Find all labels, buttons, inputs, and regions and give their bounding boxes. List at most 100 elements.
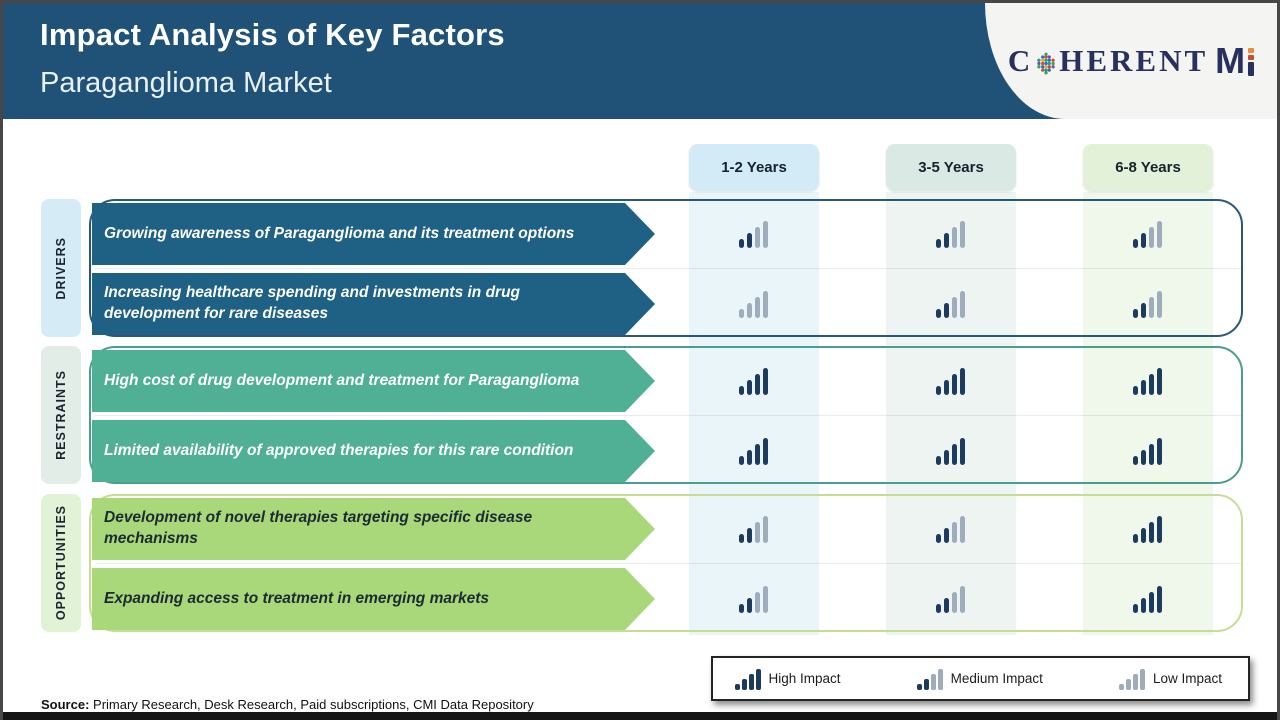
bar-dark [1149, 374, 1154, 395]
logo-text-c: C [1007, 43, 1034, 78]
bar-gray [755, 227, 760, 248]
impact-icon-medium [739, 220, 768, 248]
bar-dark [917, 683, 922, 690]
bar-dark [1133, 534, 1138, 543]
bar-dark [936, 534, 941, 543]
bar-dark [944, 233, 949, 248]
impact-icon-medium [936, 220, 965, 248]
column-band-1 [689, 192, 819, 635]
bar-dark [739, 534, 744, 543]
globe-icon [1037, 52, 1055, 75]
row-divider [95, 268, 1241, 269]
bar-dark [739, 386, 744, 395]
bar-dark [1133, 309, 1138, 318]
impact-icon-high [1133, 437, 1162, 465]
impact-icon-medium [1133, 220, 1162, 248]
column-header-label: 6-8 Years [1115, 159, 1181, 176]
bar-dark [944, 303, 949, 318]
impact-icon-low [739, 290, 768, 318]
bar-gray [952, 227, 957, 248]
bar-dark [1149, 522, 1154, 543]
bar-gray [1119, 683, 1124, 690]
legend-item-low: Low Impact [1119, 668, 1222, 690]
bar-dark [936, 456, 941, 465]
impact-legend: High Impact Medium Impact Low Impact [711, 656, 1250, 701]
bar-gray [755, 522, 760, 543]
page-subtitle: Paraganglioma Market [40, 67, 332, 99]
bar-gray [763, 291, 768, 318]
factor-text: Limited availability of approved therapi… [104, 441, 574, 459]
coherentmi-logo: C HERENT M [1007, 43, 1255, 79]
bar-gray [1157, 291, 1162, 318]
bar-gray [960, 221, 965, 248]
impact-icon-medium [1133, 290, 1162, 318]
bar-dark [747, 528, 752, 543]
impact-icon-high [739, 437, 768, 465]
bar-gray [739, 309, 744, 318]
factor-arrow: Limited availability of approved therapi… [92, 420, 655, 482]
factor-arrow: Development of novel therapies targeting… [92, 498, 655, 560]
group-box-drivers [89, 199, 1243, 337]
group-box-restraints [89, 346, 1243, 484]
bar-dark [924, 678, 929, 690]
bar-dark [1149, 444, 1154, 465]
bar-gray [763, 221, 768, 248]
legend-item-high: High Impact [735, 668, 841, 690]
bar-dark [735, 683, 740, 690]
bar-dark [944, 380, 949, 395]
bar-dark [952, 374, 957, 395]
bar-dark [1141, 598, 1146, 613]
group-label-restraints: RESTRAINTS [41, 346, 81, 484]
bottom-bar [3, 712, 1277, 720]
legend-icon-high [735, 668, 761, 690]
column-band-2 [886, 192, 1016, 635]
impact-icon-medium [936, 515, 965, 543]
factor-text: High cost of drug development and treatm… [104, 371, 580, 389]
bar-dark [1133, 456, 1138, 465]
legend-icon-low [1119, 668, 1145, 690]
legend-label: High Impact [768, 671, 841, 686]
bar-gray [1157, 221, 1162, 248]
bar-dark [936, 309, 941, 318]
bar-dark [1141, 303, 1146, 318]
bar-gray [952, 297, 957, 318]
row-divider [95, 563, 1241, 564]
bar-dark [756, 668, 761, 690]
header-band: Impact Analysis of Key Factors Paragangl… [3, 3, 1277, 119]
factor-text: Expanding access to treatment in emergin… [104, 589, 490, 607]
bar-gray [755, 592, 760, 613]
impact-icon-high [936, 437, 965, 465]
impact-icon-medium [936, 585, 965, 613]
bar-gray [952, 522, 957, 543]
bar-gray [1149, 227, 1154, 248]
factor-text: Growing awareness of Paraganglioma and i… [104, 224, 575, 242]
group-label-drivers: DRIVERS [41, 199, 81, 337]
logo-i-mark-icon [1248, 47, 1255, 76]
bar-gray [960, 291, 965, 318]
column-header-2: 3-5 Years [886, 144, 1016, 191]
impact-icon-high [1133, 367, 1162, 395]
bar-dark [1157, 368, 1162, 395]
group-label-text: OPPORTUNITIES [54, 505, 68, 621]
bar-dark [739, 456, 744, 465]
bar-dark [960, 438, 965, 465]
logo-panel: C HERENT M [985, 3, 1277, 119]
impact-icon-medium [936, 290, 965, 318]
legend-label: Low Impact [1152, 671, 1222, 686]
bar-dark [747, 598, 752, 613]
bar-dark [936, 239, 941, 248]
bar-dark [742, 678, 747, 690]
legend-icon-medium [917, 668, 943, 690]
impact-icon-medium [739, 585, 768, 613]
bar-gray [763, 586, 768, 613]
bar-dark [960, 368, 965, 395]
impact-icon-high [739, 367, 768, 395]
bar-gray [755, 297, 760, 318]
factor-arrow: Growing awareness of Paraganglioma and i… [92, 203, 655, 265]
bar-dark [944, 598, 949, 613]
group-box-opportunities [89, 494, 1243, 632]
factor-arrow: High cost of drug development and treatm… [92, 350, 655, 412]
bar-gray [931, 673, 936, 690]
bar-dark [1149, 592, 1154, 613]
